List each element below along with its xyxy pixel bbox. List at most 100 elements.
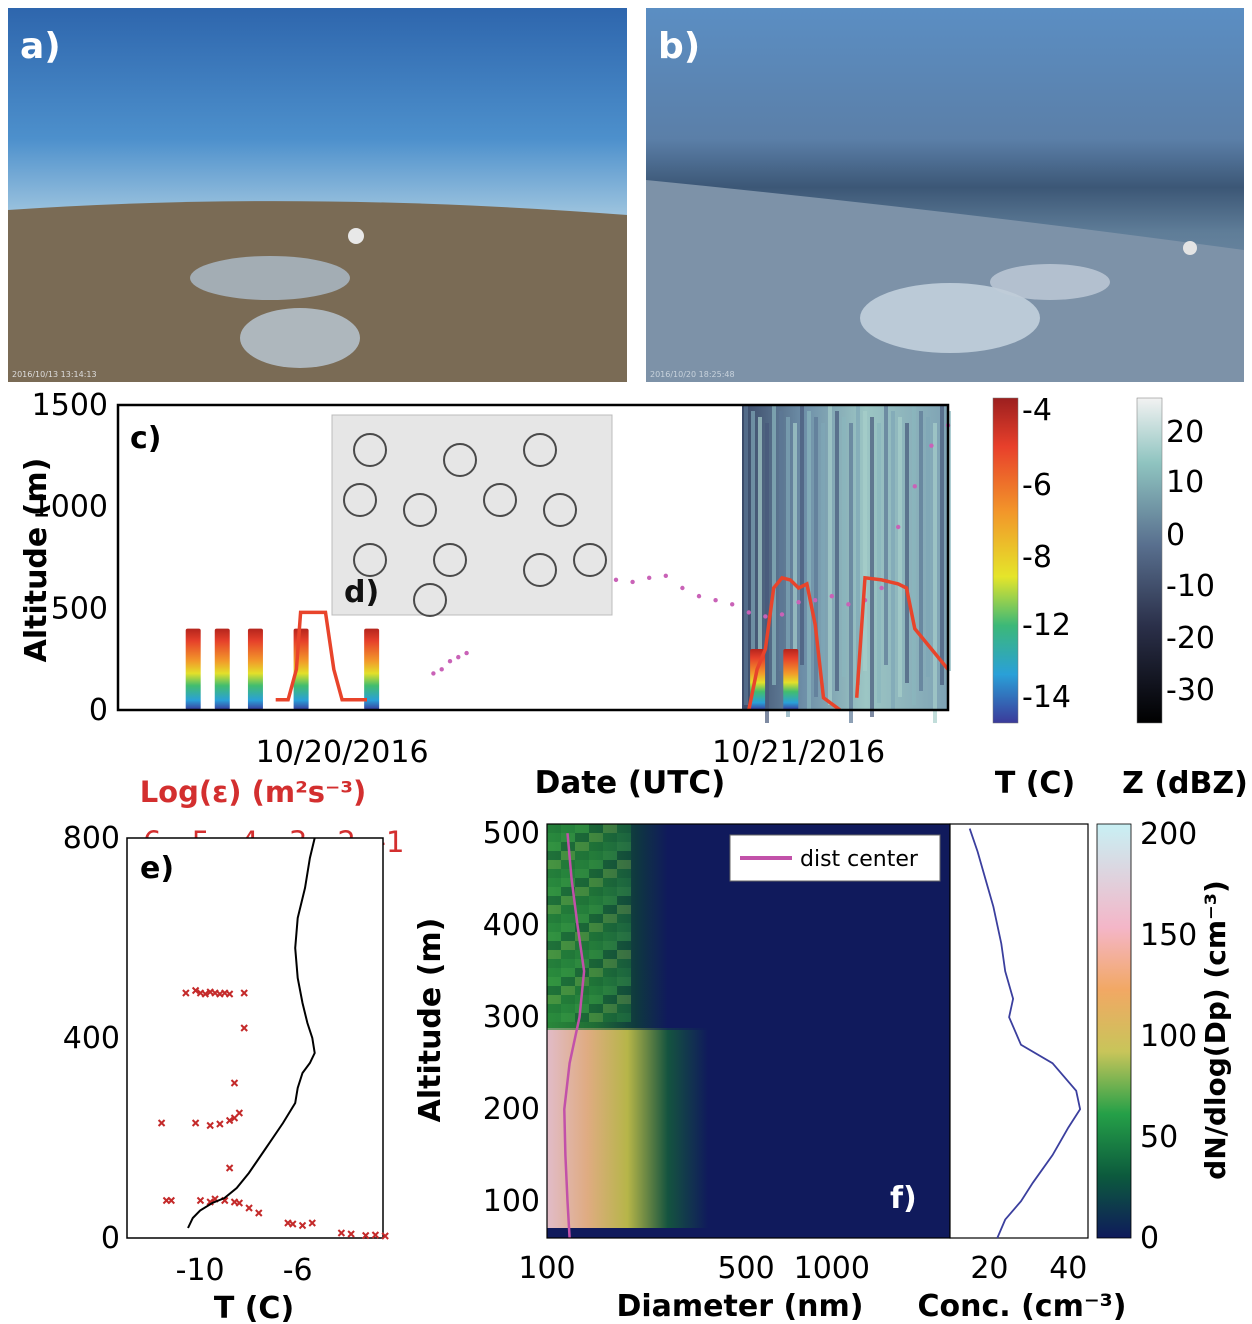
heatmap-cell xyxy=(603,896,617,905)
heatmap-cell xyxy=(561,860,575,869)
heatmap-cell xyxy=(561,968,575,977)
lidar-point xyxy=(896,524,901,530)
heatmap-cell xyxy=(589,968,603,977)
epsilon-point xyxy=(201,990,210,998)
heatmap-cell xyxy=(589,950,603,959)
panel-c-ylabel: Altitude (m) xyxy=(19,458,54,663)
lidar-point xyxy=(647,575,652,581)
radar-streak xyxy=(835,411,839,691)
lidar-point xyxy=(696,593,702,599)
epsilon-points xyxy=(157,986,389,1240)
heatmap-cell xyxy=(547,833,561,842)
colorbar-temperature-tick: -14 xyxy=(1022,680,1071,715)
radar-streak xyxy=(800,405,804,665)
heatmap-cell xyxy=(617,860,631,869)
heatmap-cell xyxy=(547,878,561,887)
panel-e-top-axis-label: Log(ε) (m²s⁻³) xyxy=(140,775,367,809)
heatmap-cell xyxy=(617,959,631,968)
colorbar-temperature-tick: -6 xyxy=(1022,468,1052,503)
epsilon-point xyxy=(337,1229,346,1237)
panel-f: Altitude (m) dist center f) 100200300400… xyxy=(413,816,1232,1324)
heatmap-cell xyxy=(547,941,561,950)
panel-f-ytick: 100 xyxy=(483,1184,540,1219)
lidar-point xyxy=(779,612,785,617)
heatmap-cell xyxy=(603,905,617,914)
radar-streak xyxy=(765,423,769,723)
panel-c-xtick: 10/21/2016 xyxy=(712,735,885,770)
lidar-point xyxy=(447,659,453,664)
heatmap-cell xyxy=(603,860,617,869)
panel-a-label: a) xyxy=(20,26,61,67)
ice-crystal xyxy=(403,493,437,527)
ice-crystal xyxy=(483,483,517,517)
ice-crystal xyxy=(433,543,467,577)
epsilon-point xyxy=(298,1221,307,1230)
lidar-point xyxy=(879,585,884,591)
panel-a-timestamp: 2016/10/13 13:14:13 xyxy=(12,370,97,379)
temperature-line xyxy=(275,575,950,712)
panel-e-ytick: 0 xyxy=(101,1221,120,1256)
panel-e-xtick: -10 xyxy=(176,1253,225,1288)
epsilon-point xyxy=(240,989,248,997)
heatmap-cell xyxy=(547,851,561,860)
epsilon-point xyxy=(206,1121,214,1130)
heatmap-cell xyxy=(603,986,617,995)
panel-c-frame xyxy=(116,403,950,712)
ice-crystal xyxy=(343,483,377,517)
heatmap-cell xyxy=(575,887,589,896)
epsilon-point xyxy=(167,1196,176,1205)
heatmap-cell xyxy=(617,896,631,905)
heatmap-cell xyxy=(617,842,631,851)
ice-crystal xyxy=(443,443,477,477)
lidar-point xyxy=(464,650,469,656)
colorbar-reflectivity-title: Z (dBZ) xyxy=(1122,766,1248,801)
panel-f-label: f) xyxy=(890,1181,917,1216)
heatmap-cell xyxy=(575,1013,589,1022)
heatmap-cell xyxy=(617,824,631,833)
heatmap-cell xyxy=(617,878,631,887)
heatmap-cell xyxy=(617,869,631,878)
heatmap-cell xyxy=(603,833,617,842)
heatmap-cell xyxy=(589,941,603,950)
radar-streak xyxy=(772,405,776,685)
colorbar-size-distribution-tick: 150 xyxy=(1140,918,1197,953)
heatmap-cell xyxy=(575,851,589,860)
colorbar-temperature-tick: -4 xyxy=(1022,393,1052,428)
balloon-profile-3 xyxy=(247,628,263,710)
lidar-point xyxy=(439,667,444,672)
lidar-point xyxy=(713,598,718,603)
heatmap-cell xyxy=(547,842,561,851)
heatmap-cell xyxy=(561,932,575,941)
balloon-temperature-profiles xyxy=(185,628,799,710)
ice-crystal-inset: d) xyxy=(331,414,613,617)
radar-streak xyxy=(905,423,909,683)
radar-streak xyxy=(751,411,755,691)
heatmap-cell xyxy=(575,923,589,932)
panel-e-ytick: 800 xyxy=(63,821,120,856)
colorbar-temperature-tick: -8 xyxy=(1022,540,1052,575)
ice-crystal xyxy=(353,433,387,467)
epsilon-point xyxy=(289,1220,297,1228)
heatmap-cell xyxy=(561,959,575,968)
heatmap-cell xyxy=(575,941,589,950)
radar-streak xyxy=(744,405,748,705)
colorbar-temperature: -4 -6 -8 -12 -14 T (C) xyxy=(992,393,1075,801)
panel-b-label: b) xyxy=(658,26,700,67)
panel-e-ytick: 400 xyxy=(63,1021,120,1056)
colorbar-size-distribution-tick: 100 xyxy=(1140,1019,1197,1054)
heatmap-cell xyxy=(561,950,575,959)
radar-streak xyxy=(793,423,797,703)
lidar-point xyxy=(813,598,818,603)
epsilon-point xyxy=(381,1232,389,1240)
balloon-profile-5 xyxy=(364,628,380,710)
panel-b-timestamp: 2016/10/20 18:25:48 xyxy=(650,370,735,379)
legend-dist-center: dist center xyxy=(800,847,919,872)
heatmap-cell xyxy=(575,842,589,851)
heatmap-cell xyxy=(561,1004,575,1013)
heatmap-cell xyxy=(547,896,561,905)
colorbar-temperature-tick: -12 xyxy=(1022,608,1071,643)
heatmap-cell xyxy=(561,878,575,887)
colorbar-size-distribution-tick: 200 xyxy=(1140,817,1197,852)
heatmap-cell xyxy=(575,905,589,914)
panel-f-ytick: 300 xyxy=(483,1000,540,1035)
